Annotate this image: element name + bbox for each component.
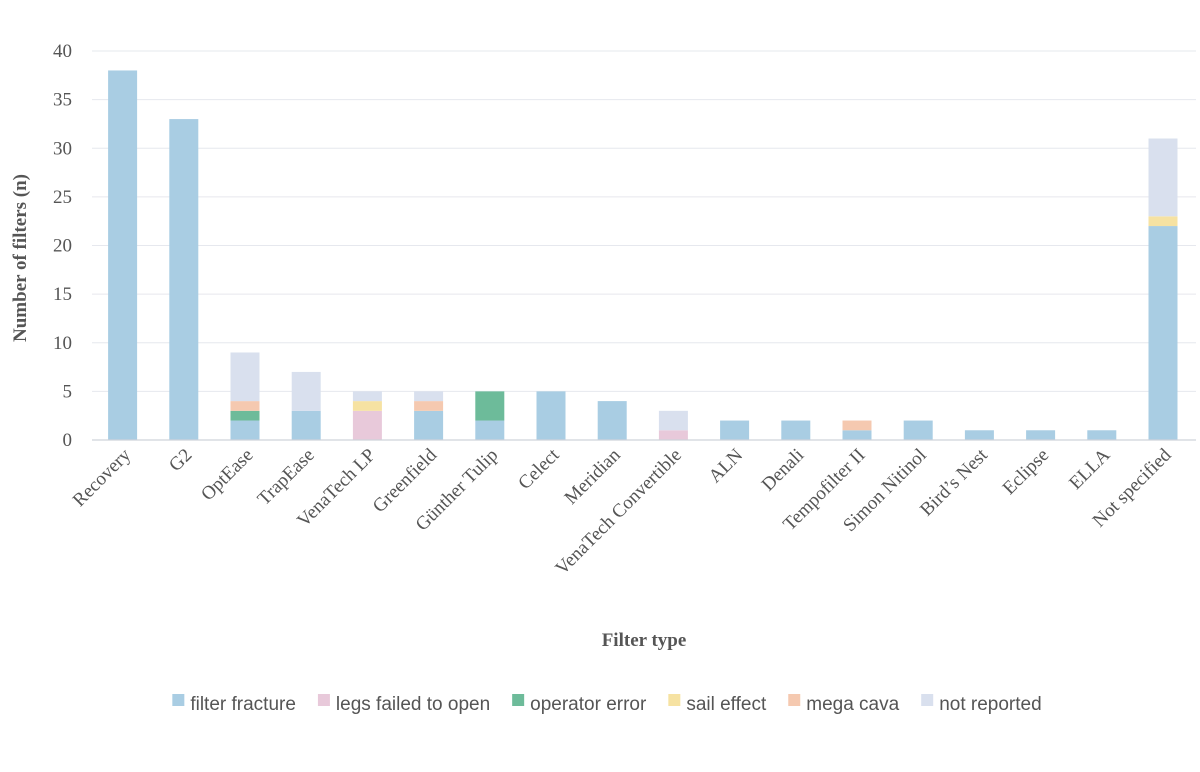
- bar-segment: [842, 420, 872, 431]
- legend-swatch: [921, 694, 934, 706]
- bar-segment: [352, 391, 382, 402]
- bar-segment: [352, 401, 382, 411]
- legend-swatch: [512, 694, 525, 706]
- bar-segment: [291, 410, 321, 440]
- bar-segment: [475, 391, 505, 421]
- bar-segment: [291, 371, 321, 411]
- legend-item: not reported: [921, 694, 1042, 715]
- bar-segment: [1026, 430, 1056, 440]
- legend-swatch: [172, 694, 185, 706]
- bar-segment: [230, 410, 260, 421]
- bar-segment: [597, 401, 627, 440]
- bar-segment: [230, 420, 260, 440]
- legend-label: mega cava: [806, 694, 899, 715]
- legend-swatch: [788, 694, 801, 706]
- bar-segment: [658, 410, 688, 431]
- y-tick-label: 25: [53, 187, 72, 208]
- bar-segment: [230, 352, 260, 402]
- legend-swatch: [317, 694, 330, 706]
- legend-label: filter fracture: [190, 694, 296, 715]
- bar-segment: [414, 410, 444, 440]
- bar-segment: [475, 420, 505, 440]
- bar-segment: [1148, 226, 1178, 440]
- x-tick-label: Eclipse: [999, 445, 1053, 499]
- legend-item: mega cava: [788, 694, 900, 715]
- bar-segment: [1148, 138, 1178, 217]
- bar-segment: [903, 420, 933, 440]
- legend-item: sail effect: [668, 694, 767, 715]
- legend-label: sail effect: [686, 694, 767, 715]
- bar-segment: [1148, 216, 1178, 227]
- bar-segment: [414, 391, 444, 402]
- y-tick-label: 40: [53, 41, 72, 62]
- legend-label: not reported: [939, 694, 1041, 715]
- bar-segment: [230, 401, 260, 411]
- x-tick-label: Denali: [758, 445, 809, 496]
- bar-segment: [169, 119, 199, 440]
- bar-segment: [720, 420, 750, 440]
- legend-label: operator error: [530, 694, 647, 715]
- gridlines: [92, 50, 1196, 392]
- bar-segment: [964, 430, 994, 440]
- bar-segment: [536, 391, 566, 440]
- bar-segment: [781, 420, 811, 440]
- bar-segment: [658, 430, 688, 440]
- bar-segment: [352, 410, 382, 440]
- x-axis-title: Filter type: [602, 630, 687, 651]
- bars: [108, 70, 1178, 440]
- y-tick-label: 0: [63, 430, 73, 451]
- legend-item: operator error: [512, 694, 647, 715]
- legend-item: legs failed to open: [317, 694, 490, 715]
- x-tick-label: OptEase: [197, 445, 257, 505]
- legend: filter fracture legs failed to open operat…: [172, 694, 1042, 715]
- legend-swatch: [668, 694, 681, 706]
- y-tick-label: 30: [53, 138, 72, 159]
- x-tick-label: ALN: [705, 444, 748, 487]
- bar-segment: [1087, 430, 1117, 440]
- x-tick-label: G2: [165, 445, 196, 476]
- bar-segment: [414, 401, 444, 411]
- bar-segment: [842, 430, 872, 440]
- x-tick-label: Celect: [514, 444, 564, 494]
- y-tick-label: 10: [53, 333, 72, 354]
- bar-segment: [108, 70, 138, 440]
- y-tick-label: 15: [53, 284, 72, 305]
- legend-item: filter fracture: [172, 694, 296, 715]
- x-tick-label: Recovery: [69, 444, 136, 511]
- y-axis-title: Number of filters (n): [10, 174, 31, 342]
- y-tick-label: 20: [53, 236, 72, 257]
- x-tick-label: ELLA: [1065, 444, 1114, 493]
- y-tick-label: 5: [63, 381, 73, 402]
- y-tick-label: 35: [53, 90, 72, 111]
- x-tick-label: Bird’s Nest: [916, 444, 992, 520]
- legend-label: legs failed to open: [336, 694, 490, 715]
